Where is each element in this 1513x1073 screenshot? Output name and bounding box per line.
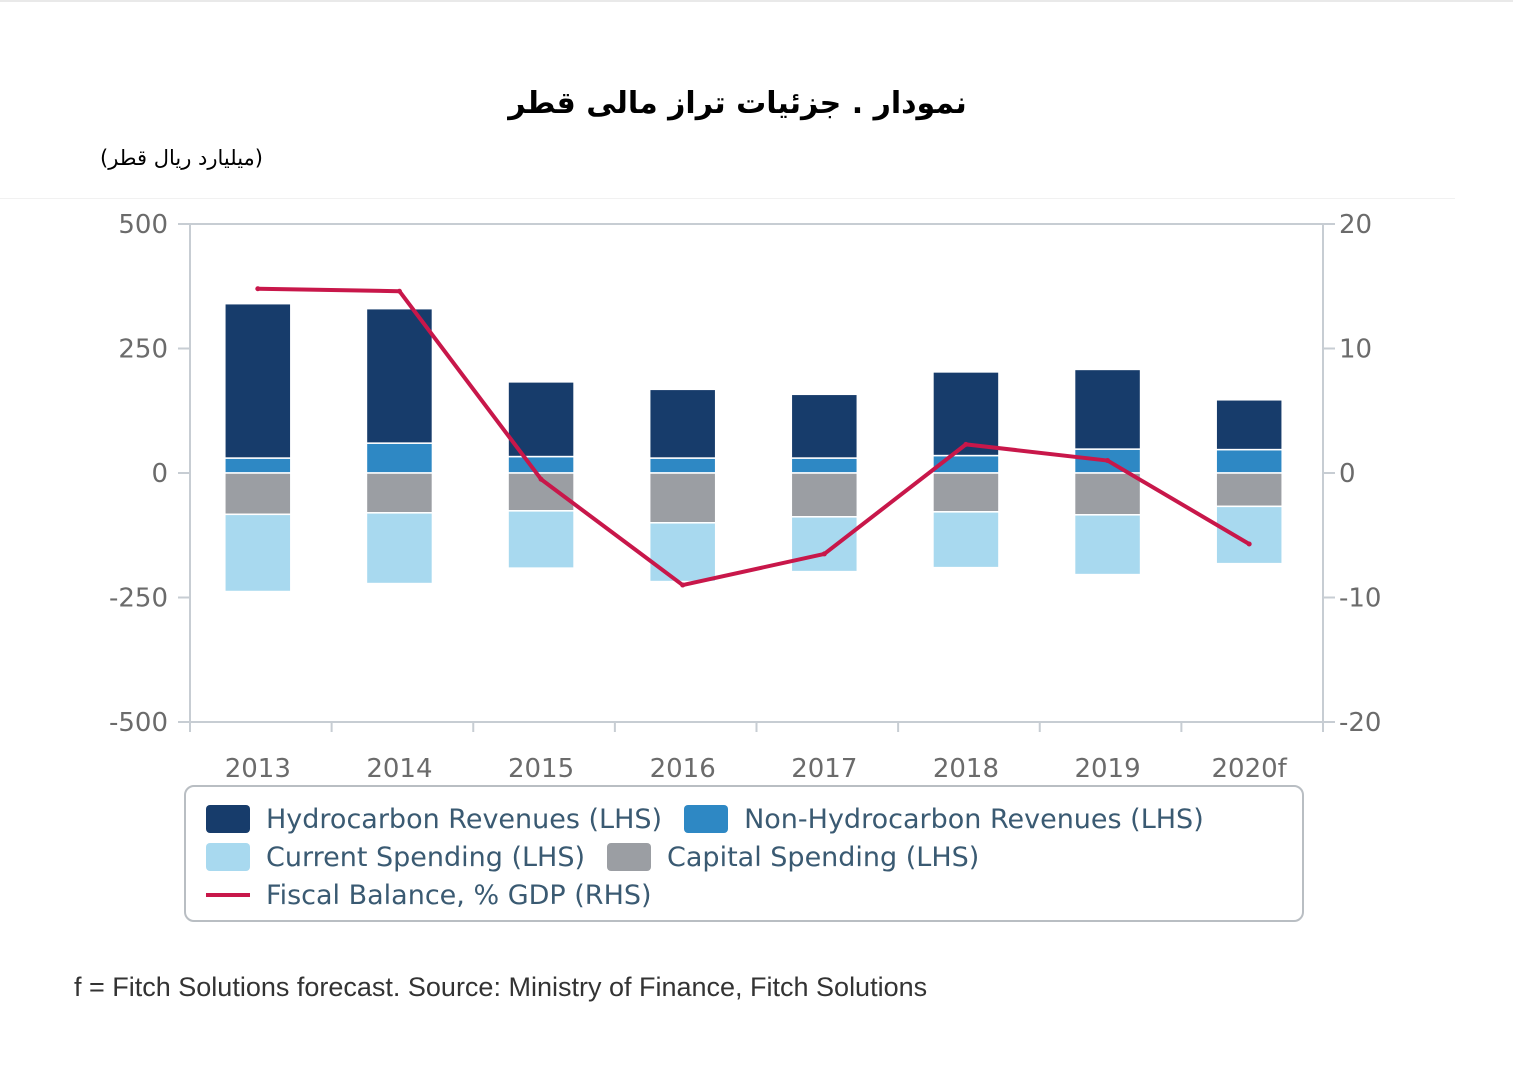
bar-non-hydrocarbon <box>790 457 859 474</box>
fiscal-balance-point <box>1105 458 1111 464</box>
bar-hydrocarbon <box>1215 399 1283 451</box>
fiscal-balance-point <box>680 582 686 588</box>
legend-item-current-spending: Current Spending (LHS) <box>206 842 585 873</box>
y-left-tick-label: 250 <box>118 335 168 365</box>
fiscal-balance-point <box>821 551 827 557</box>
fiscal-balance-line <box>255 286 1252 588</box>
legend-item-non-hydrocarbon: Non-Hydrocarbon Revenues (LHS) <box>684 804 1204 835</box>
fiscal-balance-point <box>538 476 544 482</box>
y-right-tick-label: 20 <box>1339 210 1372 240</box>
legend-item-capital-spending: Capital Spending (LHS) <box>607 842 979 873</box>
chart-axes <box>178 223 1335 732</box>
bar-hydrocarbon <box>1073 368 1142 450</box>
y-left-tick-label: 500 <box>118 210 168 240</box>
top-divider <box>0 0 1513 2</box>
bar-current-spending <box>507 510 575 569</box>
unit-label: (میلیارد ریال قطر) <box>100 146 263 170</box>
chart-top-divider <box>0 198 1455 199</box>
legend-row-3: Fiscal Balance, % GDP (RHS) <box>206 877 674 913</box>
x-tick-label: 2020f <box>1212 754 1288 780</box>
source-note: f = Fitch Solutions forecast. Source: Mi… <box>74 972 928 1002</box>
bar-hydrocarbon <box>507 381 575 458</box>
legend-swatch-fiscal-balance <box>206 893 250 897</box>
y-right-tick-label: -20 <box>1339 708 1381 738</box>
bar-capital-spending <box>1215 472 1283 508</box>
chart-bars <box>224 302 1283 593</box>
bar-hydrocarbon <box>932 371 1000 457</box>
bar-capital-spending <box>790 472 859 518</box>
chart-title: نمودار . جزئیات تراز مالی قطر <box>508 86 967 121</box>
legend-swatch-hydrocarbon <box>206 805 250 833</box>
bar-non-hydrocarbon <box>224 457 292 474</box>
y-right-tick-label: 10 <box>1339 335 1372 365</box>
bar-current-spending <box>1073 514 1142 576</box>
bar-capital-spending <box>365 472 434 514</box>
bar-current-spending <box>932 511 1000 569</box>
bar-hydrocarbon <box>648 388 717 459</box>
bar-capital-spending <box>1073 472 1142 516</box>
bar-hydrocarbon <box>224 302 292 459</box>
bar-current-spending <box>365 512 434 585</box>
y-right-tick-label: 0 <box>1339 459 1356 489</box>
bar-non-hydrocarbon <box>648 457 717 474</box>
y-left-tick-label: 0 <box>151 459 168 489</box>
bar-current-spending <box>648 522 717 583</box>
fiscal-balance-point <box>963 441 969 447</box>
bar-hydrocarbon <box>790 393 859 459</box>
legend-swatch-non-hydrocarbon <box>684 805 729 833</box>
legend-swatch-current-spending <box>206 843 250 871</box>
fiscal-balance-point <box>1246 541 1252 547</box>
bar-current-spending <box>224 513 292 593</box>
bar-non-hydrocarbon <box>1215 448 1283 474</box>
y-right-tick-label: -10 <box>1339 584 1381 614</box>
legend-label-capital-spending: Capital Spending (LHS) <box>667 841 980 873</box>
y-left-tick-label: -250 <box>109 584 168 614</box>
legend-row-2: Current Spending (LHS) Capital Spending … <box>206 839 1001 875</box>
x-tick-label: 2013 <box>225 754 291 780</box>
bar-non-hydrocarbon <box>507 455 575 474</box>
legend-label-hydrocarbon: Hydrocarbon Revenues (LHS) <box>266 803 663 835</box>
bar-current-spending <box>1215 505 1283 565</box>
x-tick-label: 2018 <box>933 754 999 780</box>
x-tick-label: 2014 <box>366 754 432 780</box>
x-tick-label: 2019 <box>1074 754 1140 780</box>
y-left-tick-label: -500 <box>109 708 168 738</box>
bar-capital-spending <box>224 472 292 516</box>
fiscal-balance-chart: 500 250 0 -250 -500 20 10 0 -10 -20 2013 2014 2015 20… <box>109 210 1381 780</box>
plot-border <box>189 223 1324 723</box>
bar-current-spending <box>790 516 859 573</box>
fiscal-balance-line-group <box>255 286 1252 588</box>
x-tick-label: 2017 <box>791 754 857 780</box>
legend-item-hydrocarbon: Hydrocarbon Revenues (LHS) <box>206 804 662 835</box>
legend-label-non-hydrocarbon: Non-Hydrocarbon Revenues (LHS) <box>744 803 1204 835</box>
legend-swatch-capital-spending <box>607 843 652 871</box>
chart-legend: Hydrocarbon Revenues (LHS) Non-Hydrocarb… <box>184 785 1304 922</box>
x-tick-label: 2015 <box>508 754 574 780</box>
legend-item-fiscal-balance: Fiscal Balance, % GDP (RHS) <box>206 880 652 911</box>
x-tick-label: 2016 <box>650 754 716 780</box>
bar-capital-spending <box>932 472 1000 513</box>
fiscal-balance-point <box>255 286 261 292</box>
bar-hydrocarbon <box>365 307 434 444</box>
legend-label-fiscal-balance: Fiscal Balance, % GDP (RHS) <box>266 879 652 911</box>
legend-label-current-spending: Current Spending (LHS) <box>266 841 586 873</box>
bar-non-hydrocarbon <box>365 442 434 474</box>
chart-tick-labels: 500 250 0 -250 -500 20 10 0 -10 -20 2013 2014 2015 20… <box>109 210 1381 780</box>
bar-capital-spending <box>648 472 717 524</box>
fiscal-balance-point <box>396 288 402 294</box>
legend-row-1: Hydrocarbon Revenues (LHS) Non-Hydrocarb… <box>206 801 1226 837</box>
